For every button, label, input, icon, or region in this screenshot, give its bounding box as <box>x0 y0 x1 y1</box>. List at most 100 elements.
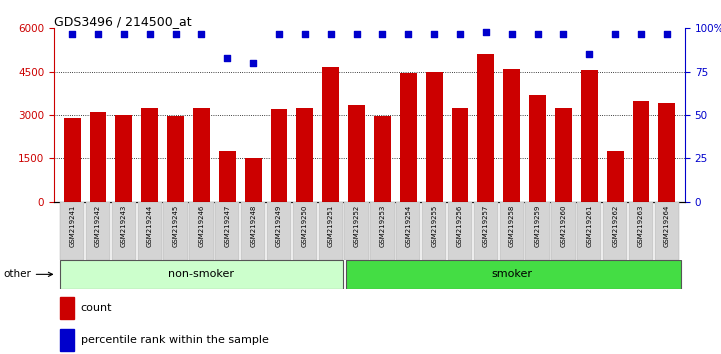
Bar <box>61 329 74 351</box>
Point <box>428 31 440 36</box>
Text: GSM219250: GSM219250 <box>302 205 308 247</box>
FancyBboxPatch shape <box>60 202 84 260</box>
Bar <box>425 72 443 202</box>
Text: GSM219254: GSM219254 <box>405 205 411 247</box>
Text: non-smoker: non-smoker <box>169 269 234 279</box>
FancyBboxPatch shape <box>215 202 239 260</box>
Bar <box>167 116 184 202</box>
Point <box>195 31 207 36</box>
Bar <box>451 108 469 202</box>
Point <box>635 31 647 36</box>
Point <box>221 55 233 61</box>
Bar <box>193 108 210 202</box>
FancyBboxPatch shape <box>629 202 653 260</box>
Text: GSM219252: GSM219252 <box>353 205 360 247</box>
FancyBboxPatch shape <box>655 202 679 260</box>
Text: GSM219251: GSM219251 <box>328 205 334 247</box>
Bar <box>400 73 417 202</box>
FancyBboxPatch shape <box>60 260 343 289</box>
FancyBboxPatch shape <box>190 202 213 260</box>
Bar <box>348 105 365 202</box>
Text: GSM219253: GSM219253 <box>379 205 386 247</box>
Bar <box>322 67 339 202</box>
Text: GSM219258: GSM219258 <box>509 205 515 247</box>
Point <box>325 31 337 36</box>
FancyBboxPatch shape <box>345 202 368 260</box>
Point <box>92 31 104 36</box>
Text: GSM219255: GSM219255 <box>431 205 437 247</box>
Text: GSM219243: GSM219243 <box>121 205 127 247</box>
FancyBboxPatch shape <box>267 202 291 260</box>
Point <box>273 31 285 36</box>
Text: GSM219257: GSM219257 <box>483 205 489 247</box>
Point <box>299 31 311 36</box>
Point <box>557 31 569 36</box>
Text: GSM219264: GSM219264 <box>664 205 670 247</box>
FancyBboxPatch shape <box>241 202 265 260</box>
Text: GSM219260: GSM219260 <box>560 205 567 247</box>
FancyBboxPatch shape <box>603 202 627 260</box>
Text: other: other <box>3 269 53 279</box>
FancyBboxPatch shape <box>86 202 110 260</box>
FancyBboxPatch shape <box>293 202 317 260</box>
Point <box>454 31 466 36</box>
FancyBboxPatch shape <box>319 202 343 260</box>
Text: GSM219244: GSM219244 <box>147 205 153 247</box>
Bar <box>61 297 74 319</box>
Bar <box>555 108 572 202</box>
Text: GSM219241: GSM219241 <box>69 205 75 247</box>
Point <box>351 31 363 36</box>
Point <box>376 31 388 36</box>
Bar <box>115 115 132 202</box>
Text: GSM219263: GSM219263 <box>638 205 644 247</box>
FancyBboxPatch shape <box>371 202 394 260</box>
Point <box>661 31 673 36</box>
FancyBboxPatch shape <box>138 202 162 260</box>
FancyBboxPatch shape <box>474 202 498 260</box>
Text: smoker: smoker <box>491 269 532 279</box>
Bar <box>374 116 391 202</box>
Bar <box>581 70 598 202</box>
Text: GSM219242: GSM219242 <box>95 205 101 247</box>
Bar <box>270 109 288 202</box>
Bar <box>244 159 262 202</box>
Text: GSM219246: GSM219246 <box>198 205 205 247</box>
Point <box>402 31 414 36</box>
Bar <box>503 69 520 202</box>
Text: GSM219248: GSM219248 <box>250 205 256 247</box>
Bar <box>141 108 158 202</box>
Point <box>170 31 182 36</box>
Point <box>506 31 518 36</box>
FancyBboxPatch shape <box>526 202 549 260</box>
Point <box>66 31 78 36</box>
Bar <box>63 118 81 202</box>
Text: GSM219262: GSM219262 <box>612 205 618 247</box>
Point <box>532 31 544 36</box>
FancyBboxPatch shape <box>112 202 136 260</box>
Text: count: count <box>81 303 112 313</box>
Text: GSM219249: GSM219249 <box>276 205 282 247</box>
Text: GSM219256: GSM219256 <box>457 205 463 247</box>
Bar <box>607 151 624 202</box>
Text: GSM219245: GSM219245 <box>172 205 179 247</box>
FancyBboxPatch shape <box>500 202 524 260</box>
Bar <box>219 151 236 202</box>
FancyBboxPatch shape <box>396 202 420 260</box>
Point <box>118 31 130 36</box>
Bar <box>632 101 650 202</box>
Bar <box>296 108 314 202</box>
Text: GDS3496 / 214500_at: GDS3496 / 214500_at <box>54 15 192 28</box>
FancyBboxPatch shape <box>577 202 601 260</box>
Point <box>609 31 621 36</box>
Text: GSM219261: GSM219261 <box>586 205 592 247</box>
Bar <box>477 55 495 202</box>
Point <box>144 31 156 36</box>
Point <box>480 29 492 35</box>
Point <box>247 60 259 66</box>
Bar <box>658 103 676 202</box>
FancyBboxPatch shape <box>346 260 681 289</box>
Text: percentile rank within the sample: percentile rank within the sample <box>81 335 268 345</box>
Bar <box>529 95 546 202</box>
FancyBboxPatch shape <box>448 202 472 260</box>
Point <box>583 52 595 57</box>
